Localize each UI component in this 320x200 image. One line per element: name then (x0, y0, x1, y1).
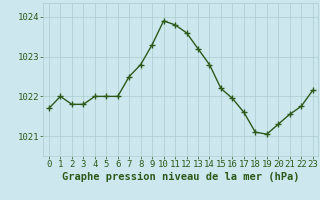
X-axis label: Graphe pression niveau de la mer (hPa): Graphe pression niveau de la mer (hPa) (62, 172, 300, 182)
